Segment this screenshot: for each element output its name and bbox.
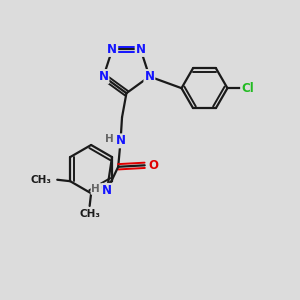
Text: O: O [148,159,158,172]
Text: CH₃: CH₃ [79,209,100,220]
Text: N: N [107,43,117,56]
Text: Cl: Cl [241,82,254,95]
Text: H: H [105,134,114,144]
Text: N: N [136,43,146,56]
Text: H: H [92,184,100,194]
Text: N: N [98,70,109,83]
Text: CH₃: CH₃ [31,175,52,185]
Text: N: N [144,70,154,83]
Text: N: N [102,184,112,197]
Text: N: N [116,134,126,147]
